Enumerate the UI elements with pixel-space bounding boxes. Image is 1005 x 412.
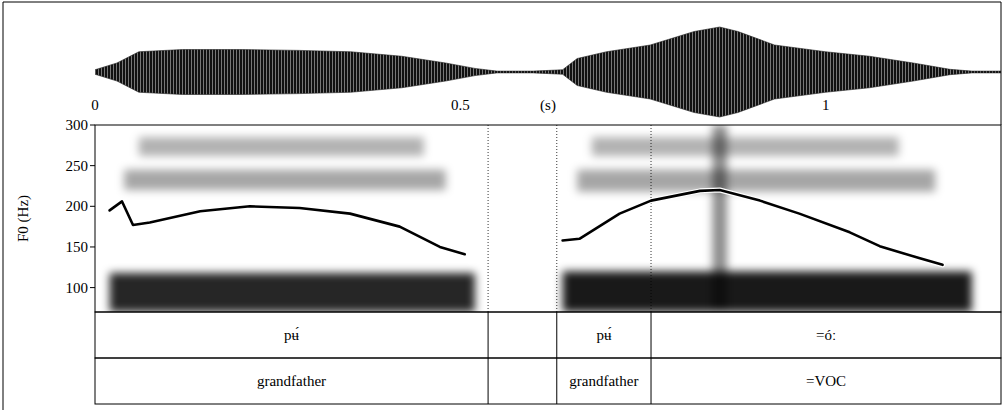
spectrogram-frame — [95, 125, 1001, 312]
y-tick — [90, 246, 95, 247]
tier-boundary — [651, 312, 652, 358]
y-tick — [90, 165, 95, 166]
y-tick-label: 300 — [66, 117, 89, 133]
y-tick — [90, 206, 95, 207]
spectrogram-band — [563, 271, 972, 312]
boundary-dotted — [651, 125, 652, 312]
x-tick-label: 0.5 — [451, 97, 470, 113]
tier-frame — [95, 312, 1001, 358]
y-tick-label: 100 — [66, 280, 89, 296]
spectrogram-band — [577, 170, 935, 192]
tier-label: pʉ́ — [284, 327, 300, 343]
spectrogram-band — [110, 273, 475, 312]
tier-label: =VOC — [806, 373, 846, 389]
outer-frame — [1001, 2, 1002, 125]
y-tick-label: 200 — [66, 198, 89, 214]
f0-halo — [110, 190, 943, 265]
spectrogram-band — [592, 137, 899, 156]
f0-line — [110, 190, 943, 265]
y-tick — [90, 125, 95, 126]
x-tick-label: 0 — [91, 97, 99, 113]
tier-boundary — [488, 312, 489, 358]
outer-frame — [3, 2, 1001, 3]
spectrogram-group — [110, 125, 972, 312]
tier-label: pʉ́ — [596, 327, 612, 343]
y-tick — [90, 287, 95, 288]
boundary-dotted — [488, 125, 489, 312]
tier-boundary — [651, 358, 652, 404]
waveform-group — [95, 27, 1001, 117]
y-tick-label: 250 — [66, 158, 89, 174]
spectrogram-band — [712, 125, 727, 312]
spectrogram — [110, 125, 972, 312]
tier-boundary — [556, 358, 557, 404]
y-tick-label: 150 — [66, 239, 89, 255]
figure: 0 0.5 1 (s) 100 150 200 250 300 F0 (Hz) pʉ́ pʉ́ =óː g… — [0, 0, 1005, 412]
tier-boundary — [488, 358, 489, 404]
outer-frame — [3, 2, 4, 410]
tier-label: grandfather — [569, 373, 638, 389]
f0-group — [110, 190, 943, 265]
spectrogram-band — [139, 137, 424, 156]
tier-frame — [95, 358, 1001, 404]
tier-label: grandfather — [257, 373, 326, 389]
x-tick-label: 1 — [822, 97, 830, 113]
boundary-dotted — [556, 125, 557, 312]
spectrogram-band — [124, 170, 445, 190]
tier-boundary — [556, 312, 557, 358]
y-axis-title: F0 (Hz) — [15, 195, 32, 242]
tier-label: =óː — [816, 327, 836, 343]
x-axis-title: (s) — [540, 97, 556, 114]
waveform — [95, 27, 1001, 117]
